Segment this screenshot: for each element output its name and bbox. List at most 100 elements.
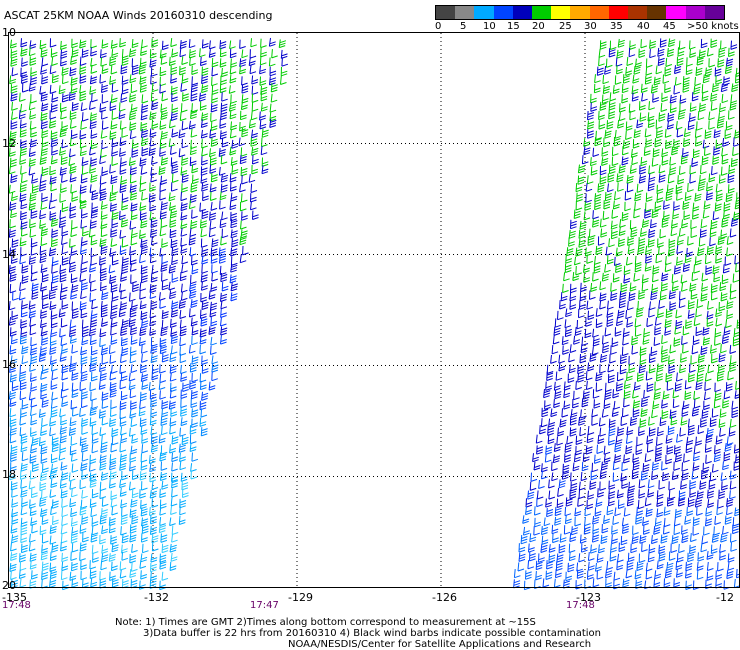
wind-barb (726, 300, 734, 310)
wind-barb (21, 452, 29, 462)
wind-barb (60, 525, 68, 535)
wind-barb (592, 218, 600, 228)
wind-barb (90, 345, 98, 356)
wind-barb (513, 569, 521, 579)
wind-barb (693, 390, 700, 400)
wind-barb (639, 418, 647, 428)
wind-barb (668, 290, 677, 300)
wind-barb (130, 210, 138, 221)
wind-barb (110, 407, 117, 417)
wind-barb (29, 362, 36, 372)
legend-label: 0 (435, 21, 442, 32)
wind-barb (714, 391, 722, 401)
wind-barb (100, 130, 108, 139)
wind-barb (624, 201, 631, 212)
wind-barb (661, 461, 668, 471)
wind-barb (674, 65, 682, 75)
wind-barb (551, 472, 558, 482)
wind-barb (663, 200, 670, 210)
wind-barb (661, 272, 669, 282)
wind-barb (679, 94, 687, 104)
wind-barb (70, 517, 78, 527)
wind-barb (191, 452, 199, 462)
wind-barb (121, 48, 129, 59)
wind-barb (220, 110, 228, 121)
wind-barb (41, 166, 49, 177)
wind-barb (159, 49, 167, 59)
wind-barb (694, 256, 702, 266)
wind-barb (630, 228, 638, 238)
wind-barb (81, 443, 89, 453)
wind-barb (220, 155, 228, 165)
wind-barb (695, 381, 703, 391)
wind-barb (544, 400, 551, 410)
wind-barb (556, 498, 564, 508)
wind-barb (189, 308, 196, 318)
wind-barb (641, 397, 649, 408)
wind-barb (591, 346, 599, 356)
wind-barb (180, 407, 188, 417)
wind-barb (545, 445, 553, 455)
wind-barb (611, 534, 618, 545)
wind-barb (629, 220, 637, 230)
wind-barb (190, 109, 198, 120)
wind-barb (179, 309, 187, 319)
wind-barb (60, 56, 67, 67)
wind-barb (159, 190, 166, 201)
wind-barb (723, 202, 731, 212)
wind-barb (80, 219, 88, 229)
wind-barb (21, 74, 28, 84)
wind-barb (659, 291, 667, 301)
wind-barb (569, 344, 577, 353)
wind-barb (528, 543, 535, 553)
wind-barb (645, 371, 653, 381)
wind-barb (677, 110, 686, 120)
wind-barb (150, 345, 158, 354)
wind-barb (724, 65, 733, 75)
wind-barb (721, 147, 728, 157)
wind-barb (648, 416, 655, 426)
wind-barb (704, 146, 711, 156)
wind-barb (148, 382, 156, 391)
wind-barb (639, 355, 647, 365)
wind-barb (566, 247, 574, 257)
wind-barb (626, 561, 634, 571)
wind-barb (201, 147, 208, 157)
wind-barb (558, 354, 565, 364)
wind-barb (668, 481, 676, 491)
wind-barb (111, 156, 119, 166)
wind-barb (211, 57, 219, 68)
lat-lon-grid (9, 33, 739, 587)
wind-barb (671, 274, 679, 284)
wind-barb (674, 325, 681, 335)
wind-barb (564, 515, 572, 525)
wind-barb (80, 174, 88, 184)
wind-barb (129, 354, 137, 364)
wind-barb (681, 534, 689, 544)
wind-barb (667, 247, 676, 257)
wind-barb (61, 507, 69, 518)
wind-barb (120, 499, 128, 509)
wind-barb (712, 265, 720, 275)
wind-barb (592, 515, 600, 525)
wind-barb (613, 400, 621, 410)
wind-barb (675, 319, 683, 330)
wind-barb (129, 453, 137, 463)
wind-barb (722, 399, 730, 409)
wind-barb (48, 200, 56, 210)
wind-barb (50, 399, 58, 409)
wind-barb (90, 157, 98, 167)
wind-barb (689, 479, 697, 490)
wind-barb (570, 472, 577, 482)
wind-barb (180, 191, 188, 202)
wind-barb (643, 525, 650, 535)
wind-barb (200, 408, 208, 418)
wind-barb (159, 247, 166, 257)
wind-barb (646, 382, 654, 392)
wind-barb (79, 524, 87, 534)
wind-barb (648, 364, 656, 374)
wind-barb (81, 336, 89, 346)
wind-barb (678, 543, 685, 554)
wind-barb (31, 174, 39, 184)
wind-barb (639, 165, 646, 175)
